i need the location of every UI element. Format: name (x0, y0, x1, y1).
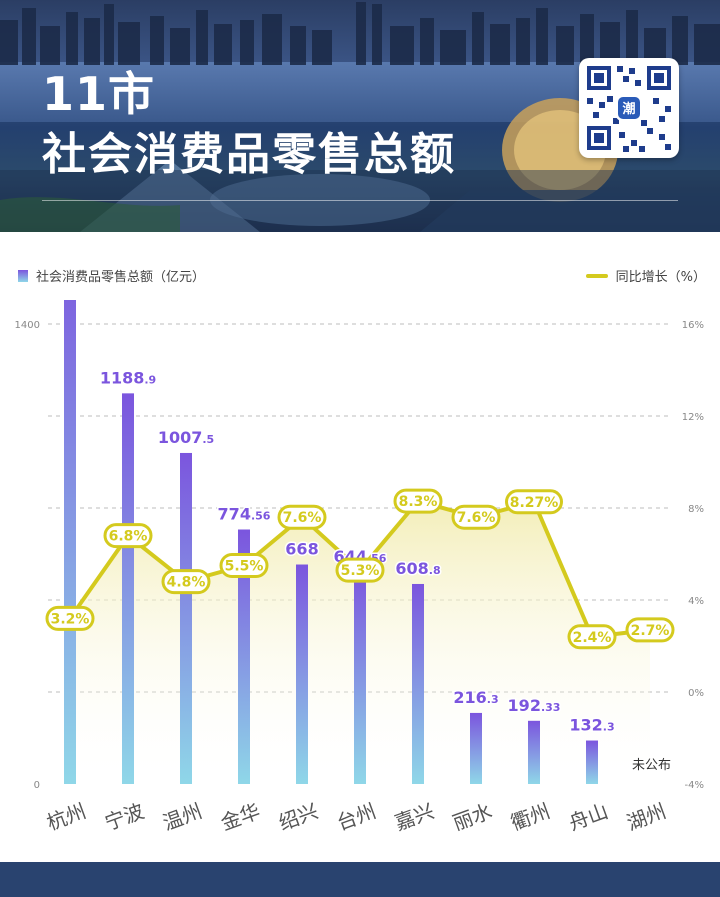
growth-value-label: 6.8% (109, 529, 148, 545)
bar-value-label: 774.56 (218, 505, 271, 524)
bar-value-decimal: .5 (202, 433, 214, 446)
bar-温州 (180, 452, 192, 784)
growth-value-label: 4.8% (167, 575, 206, 591)
category-label-丽水: 丽水 (449, 799, 495, 835)
growth-label-pill (505, 489, 563, 515)
bar-value-decimal: .8 (429, 564, 441, 577)
qr-code-icon: 潮 (579, 58, 679, 158)
category-label-宁波: 宁波 (101, 799, 147, 835)
bar-宁波 (122, 393, 134, 784)
category-label-湖州: 湖州 (623, 799, 669, 835)
bar-value-main: 1188 (100, 368, 145, 387)
bar-value-label: 1188.9 (100, 368, 156, 387)
growth-label-pill (393, 488, 443, 514)
bar-value-main: 774 (218, 505, 251, 524)
bar-绍兴 (296, 564, 308, 784)
growth-value-label: 8.3% (399, 494, 438, 510)
left-axis-tick-label: 0 (34, 780, 40, 791)
page-title-line-1: 11市 (42, 67, 156, 121)
category-label-杭州: 杭州 (43, 799, 89, 835)
bar-舟山 (586, 740, 598, 784)
right-axis-tick-label: -4% (685, 780, 704, 791)
growth-label-pill (335, 557, 385, 583)
right-axis-tick-label: 16% (682, 320, 704, 331)
growth-label-pill (451, 504, 501, 530)
growth-value-label: 3.2% (51, 611, 90, 627)
category-label-绍兴: 绍兴 (275, 799, 321, 835)
growth-value-label: 2.7% (631, 623, 670, 639)
legend-bar: 社会消费品零售总额（亿元） (18, 266, 205, 285)
left-axis-tick-label: 1400 (15, 320, 40, 331)
growth-label-pill (625, 617, 675, 643)
growth-value-label: 8.27% (510, 495, 559, 511)
header-banner: 11市 社会消费品零售总额 潮 (0, 0, 720, 232)
growth-value-label: 5.5% (225, 559, 264, 575)
bar-value-decimal: .3 (603, 721, 615, 734)
bar-value-main: 608 (395, 559, 428, 578)
right-axis-tick-label: 8% (688, 504, 704, 515)
bar-value-decimal: .33 (541, 701, 561, 714)
growth-label-pill (219, 553, 269, 578)
footer-bar (0, 862, 720, 897)
growth-value-label: 7.6% (283, 510, 322, 526)
bar-value-label: 132.3 (569, 716, 614, 735)
bar-value-main: 216 (453, 688, 486, 707)
qr-logo-glyph: 潮 (622, 101, 635, 117)
page-title-line-2: 社会消费品零售总额 (42, 129, 456, 180)
legend-line: 同比增长（%） (585, 266, 706, 285)
bar-台州 (354, 572, 366, 784)
bar-value-decimal: .9 (144, 373, 156, 386)
bar-value-label: 668 (285, 540, 318, 559)
legend-bar-swatch (18, 270, 28, 282)
category-label-嘉兴: 嘉兴 (391, 799, 437, 835)
growth-value-label: 2.4% (573, 630, 612, 646)
right-axis-tick-label: 12% (682, 412, 704, 423)
bar-丽水 (470, 712, 482, 784)
right-axis-tick-label: 4% (688, 596, 704, 607)
bar-金华 (238, 529, 250, 784)
bar-value-main: 1007 (158, 428, 203, 447)
category-label-金华: 金华 (217, 799, 263, 835)
header-divider (42, 200, 678, 201)
bar-value-decimal: .56 (251, 510, 271, 523)
bar-嘉兴 (412, 583, 424, 784)
bar-value-main: 132 (569, 716, 602, 735)
bar-value-label: 608.8 (395, 559, 440, 578)
category-label-温州: 温州 (159, 799, 205, 835)
unpublished-note: 未公布 (632, 758, 672, 773)
category-label-衢州: 衢州 (507, 799, 553, 835)
bar-value-label: 216.3 (453, 688, 498, 707)
right-axis-tick-label: 0% (688, 688, 704, 699)
category-label-台州: 台州 (333, 799, 379, 835)
growth-label-pill (161, 569, 211, 595)
bar-value-decimal: .3 (487, 693, 499, 706)
bar-value-label: 1007.5 (158, 428, 214, 447)
growth-value-label: 7.6% (457, 510, 496, 526)
growth-label-pill (277, 504, 327, 530)
bar-value-main: 668 (285, 540, 318, 559)
legend-bar-label: 社会消费品零售总额（亿元） (36, 270, 206, 285)
bar-value-main: 192 (508, 696, 541, 715)
growth-label-pill (45, 605, 95, 631)
growth-value-label: 5.3% (341, 563, 380, 579)
bar-value-label: 192.33 (508, 696, 561, 715)
bar-衢州 (528, 720, 540, 784)
category-label-舟山: 舟山 (565, 799, 611, 835)
legend-line-swatch (585, 274, 608, 278)
bar-杭州 (64, 300, 76, 784)
growth-label-pill (103, 523, 153, 549)
legend-line-label: 同比增长（%） (615, 270, 706, 285)
growth-label-pill (567, 624, 617, 650)
combo-chart: -4%0%4%8%12%16%0140016771188.91007.5774.… (15, 300, 704, 835)
